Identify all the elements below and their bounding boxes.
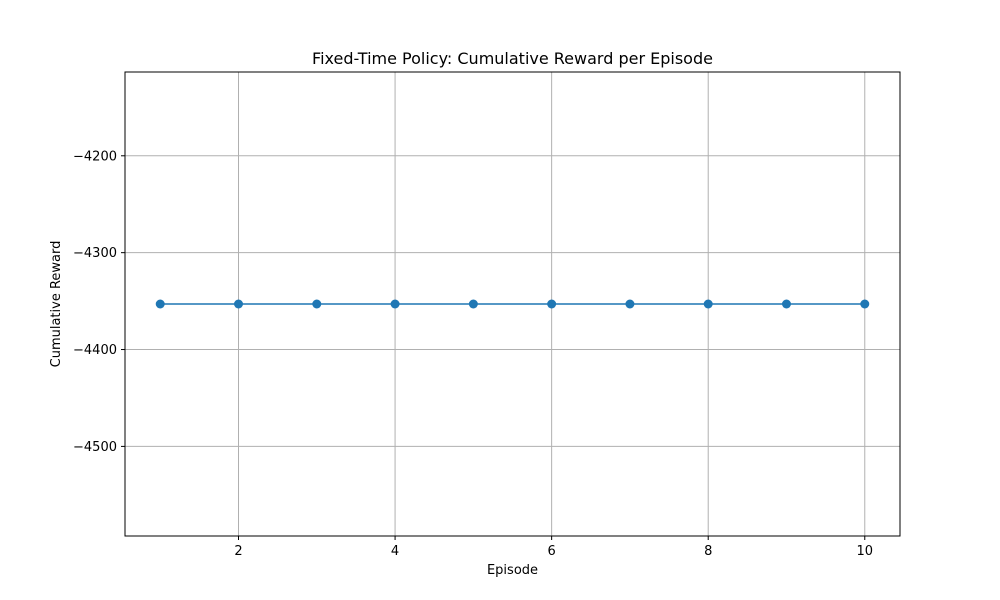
x-axis: 2 4 6 8 10	[234, 536, 873, 559]
series-layer	[155, 299, 870, 309]
y-tick-label: −4200	[73, 149, 117, 164]
y-tick-label: −4400	[73, 343, 117, 358]
chart-title: Fixed-Time Policy: Cumulative Reward per…	[312, 49, 713, 68]
data-point	[155, 299, 165, 309]
data-point	[547, 299, 557, 309]
x-tick-label: 4	[391, 544, 399, 559]
x-tick-label: 2	[234, 544, 242, 559]
y-tick-label: −4500	[73, 440, 117, 455]
y-axis-label: Cumulative Reward	[49, 241, 64, 368]
x-tick-label: 10	[856, 544, 873, 559]
data-point	[312, 299, 322, 309]
data-point	[781, 299, 791, 309]
data-point	[390, 299, 400, 309]
data-point	[234, 299, 244, 309]
data-point	[860, 299, 870, 309]
x-tick-label: 8	[704, 544, 712, 559]
x-axis-label: Episode	[487, 563, 538, 578]
y-tick-label: −4300	[73, 246, 117, 261]
x-tick-label: 6	[548, 544, 556, 559]
data-point	[625, 299, 635, 309]
data-point	[468, 299, 478, 309]
y-axis: −4200 −4300 −4400 −4500	[73, 149, 125, 455]
data-point	[703, 299, 713, 309]
plot-frame	[124, 71, 901, 537]
